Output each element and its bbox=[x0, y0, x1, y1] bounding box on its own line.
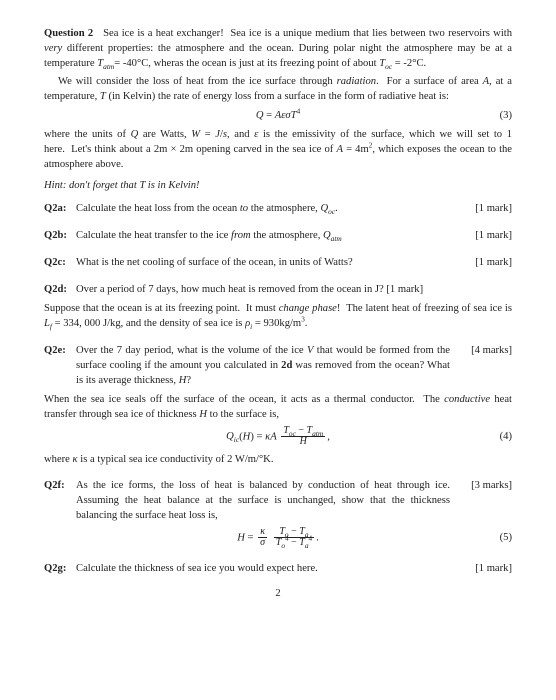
q2b-row: Q2b: Calculate the heat transfer to the … bbox=[44, 228, 512, 243]
page: Question 2 Sea ice is a heat exchanger! … bbox=[0, 0, 556, 601]
q2c-marks: [1 mark] bbox=[456, 255, 512, 270]
q2d-row: Q2d: Over a period of 7 days, how much h… bbox=[44, 282, 512, 297]
question-label: Question 2 bbox=[44, 28, 93, 39]
intro-p3: where the units of Q are Watts, W = J/s,… bbox=[44, 127, 512, 172]
q2c-label: Q2c: bbox=[44, 255, 76, 270]
q2e-row: Q2e: Over the 7 day period, what is the … bbox=[44, 343, 512, 388]
q2a-marks: [1 mark] bbox=[456, 201, 512, 216]
equation-3-number: (3) bbox=[488, 108, 512, 123]
q2b-label: Q2b: bbox=[44, 228, 76, 243]
q2b-marks: [1 mark] bbox=[456, 228, 512, 243]
q2d-after: Suppose that the ocean is at its freezin… bbox=[44, 301, 512, 331]
q2g-label: Q2g: bbox=[44, 561, 76, 576]
equation-4-expr: Qic(H) = κA Toc − Tatm H , bbox=[68, 426, 488, 448]
q2f-marks: [3 marks] bbox=[456, 478, 512, 493]
q2e-text: Over the 7 day period, what is the volum… bbox=[76, 343, 456, 388]
q2g-text: Calculate the thickness of sea ice you w… bbox=[76, 561, 456, 576]
q2a-row: Q2a: Calculate the heat loss from the oc… bbox=[44, 201, 512, 216]
equation-5-expr: H = κ σ To − Ta To4 − Ta4 . bbox=[68, 527, 488, 549]
q2d-text: Over a period of 7 days, how much heat i… bbox=[76, 282, 456, 297]
q2f-label: Q2f: bbox=[44, 478, 76, 493]
equation-5: H = κ σ To − Ta To4 − Ta4 . (5) bbox=[44, 527, 512, 549]
equation-4: Qic(H) = κA Toc − Tatm H , (4) bbox=[44, 426, 512, 448]
q2c-text: What is the net cooling of surface of th… bbox=[76, 255, 456, 270]
q2g-row: Q2g: Calculate the thickness of sea ice … bbox=[44, 561, 512, 576]
page-number: 2 bbox=[44, 586, 512, 601]
q2e-label: Q2e: bbox=[44, 343, 76, 358]
equation-5-number: (5) bbox=[488, 530, 512, 545]
q2e-after: When the sea ice seals off the surface o… bbox=[44, 392, 512, 422]
equation-3: Q = AεσT4 (3) bbox=[44, 108, 512, 123]
q2a-text: Calculate the heat loss from the ocean t… bbox=[76, 201, 456, 216]
q2e-marks: [4 marks] bbox=[456, 343, 512, 358]
q2e-after2: where κ is a typical sea ice conductivit… bbox=[44, 452, 512, 467]
equation-4-number: (4) bbox=[488, 429, 512, 444]
intro-p1: Question 2 Sea ice is a heat exchanger! … bbox=[44, 26, 512, 71]
q2f-text: As the ice forms, the loss of heat is ba… bbox=[76, 478, 456, 523]
q2d-label: Q2d: bbox=[44, 282, 76, 297]
q2a-label: Q2a: bbox=[44, 201, 76, 216]
equation-3-expr: Q = AεσT4 bbox=[68, 108, 488, 123]
q2c-row: Q2c: What is the net cooling of surface … bbox=[44, 255, 512, 270]
q2f-row: Q2f: As the ice forms, the loss of heat … bbox=[44, 478, 512, 523]
intro-p2: We will consider the loss of heat from t… bbox=[44, 74, 512, 104]
hint: Hint: don't forget that T is in Kelvin! bbox=[44, 178, 512, 193]
q2g-marks: [1 mark] bbox=[456, 561, 512, 576]
q2b-text: Calculate the heat transfer to the ice f… bbox=[76, 228, 456, 243]
